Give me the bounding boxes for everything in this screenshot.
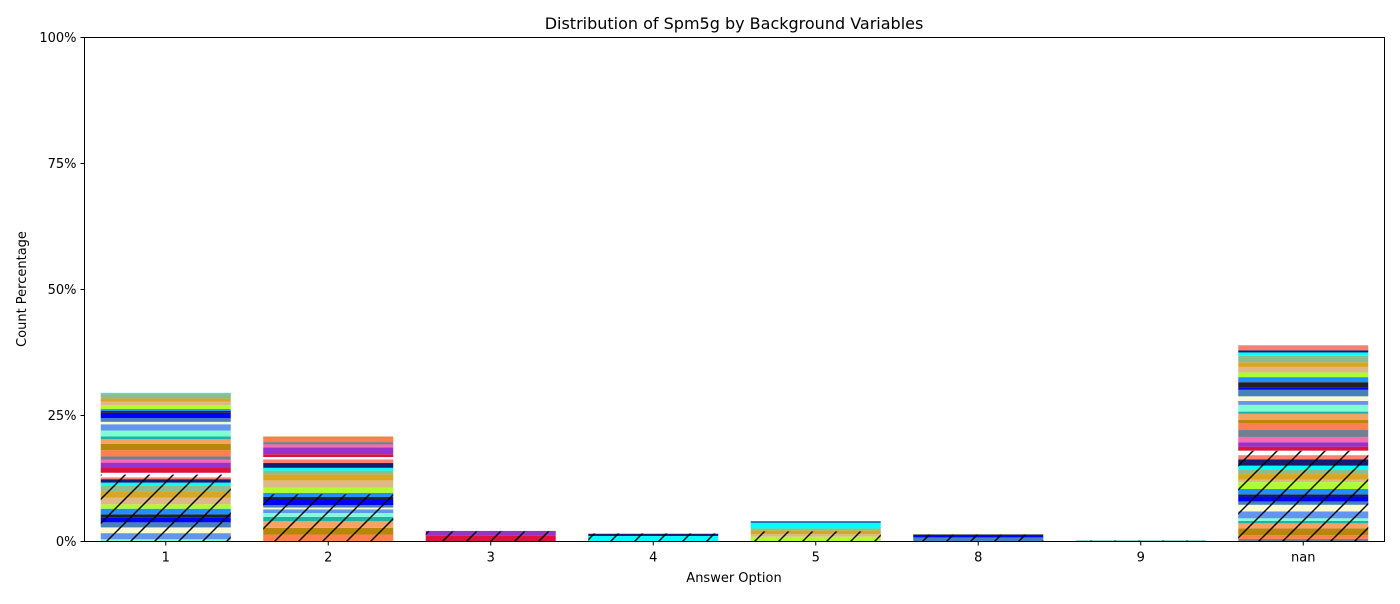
- bar-segment: [263, 459, 394, 464]
- bar-segment: [100, 421, 231, 425]
- bar-segment: [1238, 446, 1369, 451]
- bar-segment: [1238, 436, 1369, 443]
- bar-segment: [1238, 400, 1369, 405]
- bar-segment: [263, 436, 394, 443]
- bar-segment: [100, 398, 231, 402]
- bar-segment: [100, 412, 231, 419]
- bar-segment: [100, 456, 231, 460]
- bar-segment: [100, 418, 231, 422]
- bar-segment: [1238, 430, 1369, 437]
- bar-segment: [1238, 419, 1369, 424]
- bar-segment: [1238, 411, 1369, 414]
- plot-area: [100, 339, 1369, 542]
- bar-segment: [1238, 366, 1369, 373]
- bar-segment: [263, 447, 394, 455]
- bar-segment: [263, 457, 394, 460]
- bar-stack: [913, 534, 1044, 542]
- bar-segment: [1238, 377, 1369, 383]
- bar-segment: [1238, 442, 1369, 447]
- bar-stack: [1238, 339, 1369, 542]
- x-tick-label: 9: [1137, 551, 1145, 566]
- bar-stack: [425, 530, 556, 542]
- bar-segment: [100, 439, 231, 444]
- bar-segment: [1238, 345, 1369, 351]
- bar-segment: [1238, 352, 1369, 356]
- bar-hatch: [750, 531, 881, 542]
- y-axis-label: Count Percentage: [15, 231, 30, 347]
- x-tick-label: 5: [812, 551, 820, 566]
- bar-segment: [1238, 389, 1369, 397]
- bar-stack: [1075, 540, 1206, 542]
- bar-segment: [1238, 355, 1369, 363]
- bar-segment: [100, 392, 231, 395]
- bar-segment: [1238, 382, 1369, 388]
- bar-segment: [100, 443, 231, 451]
- chart-title: Distribution of Spm5g by Background Vari…: [545, 14, 924, 33]
- x-tick-label: 4: [649, 551, 657, 566]
- x-tick-label: 1: [162, 551, 170, 566]
- x-tick-label: 8: [974, 551, 982, 566]
- bar-segment: [1238, 423, 1369, 431]
- bar-segment: [1238, 339, 1369, 346]
- bar-segment: [263, 480, 394, 488]
- bar-segment: [100, 459, 231, 463]
- bar-hatch: [588, 533, 719, 542]
- bar-hatch: [1238, 450, 1369, 542]
- plot-frame: [84, 37, 1385, 542]
- y-tick-label: 75%: [48, 157, 77, 172]
- bar-segment: [100, 410, 231, 413]
- bar-segment: [100, 424, 231, 431]
- bar-stack: [750, 521, 881, 542]
- bar-segment: [263, 454, 394, 458]
- bar-segment: [100, 462, 231, 468]
- y-tick-label: 0%: [56, 535, 77, 550]
- bar-hatch: [1075, 540, 1206, 542]
- y-tick-label: 25%: [48, 409, 77, 424]
- bar-segment: [1238, 404, 1369, 412]
- bar-segment: [100, 467, 231, 473]
- bar-segment: [263, 487, 394, 493]
- bar-segment: [1238, 362, 1369, 367]
- bar-segment: [100, 401, 231, 406]
- bar-segment: [263, 470, 394, 475]
- x-axis: 1 2 3 4 5 8 9 nan: [162, 541, 1315, 566]
- x-tick-label: 3: [487, 551, 495, 566]
- bar-hatch: [263, 494, 394, 542]
- bar-segment: [263, 467, 394, 471]
- bar-hatch: [100, 474, 231, 542]
- x-tick-label: 2: [324, 551, 332, 566]
- x-axis-label: Answer Option: [686, 571, 781, 586]
- bar-segment: [263, 442, 394, 445]
- bar-hatch: [913, 534, 1044, 542]
- bar-stack: [263, 436, 394, 542]
- bar-segment: [750, 528, 881, 531]
- bar-segment: [263, 463, 394, 468]
- bar-segment: [1238, 387, 1369, 390]
- bar-segment: [100, 430, 231, 437]
- bar-segment: [1238, 413, 1369, 420]
- bar-segment: [750, 521, 881, 523]
- y-tick-label: 100%: [39, 31, 76, 46]
- bar-segment: [100, 409, 231, 411]
- bar-segment: [263, 444, 394, 448]
- bar-segment: [263, 436, 394, 438]
- bar-segment: [100, 450, 231, 457]
- y-tick-label: 50%: [48, 283, 77, 298]
- bar-hatch: [425, 531, 556, 542]
- bar-segment: [1238, 350, 1369, 353]
- bar-segment: [100, 405, 231, 410]
- bar-segment: [750, 522, 881, 529]
- x-tick-label: nan: [1291, 551, 1315, 566]
- bar-segment: [1238, 372, 1369, 378]
- bar-segment: [100, 394, 231, 399]
- bar-segment: [1238, 396, 1369, 401]
- bar-stack: [100, 392, 231, 542]
- y-axis: 0% 25% 50% 75% 100%: [39, 31, 85, 550]
- bar-stack: [588, 533, 719, 542]
- bar-segment: [263, 474, 394, 481]
- bar-segment: [100, 436, 231, 440]
